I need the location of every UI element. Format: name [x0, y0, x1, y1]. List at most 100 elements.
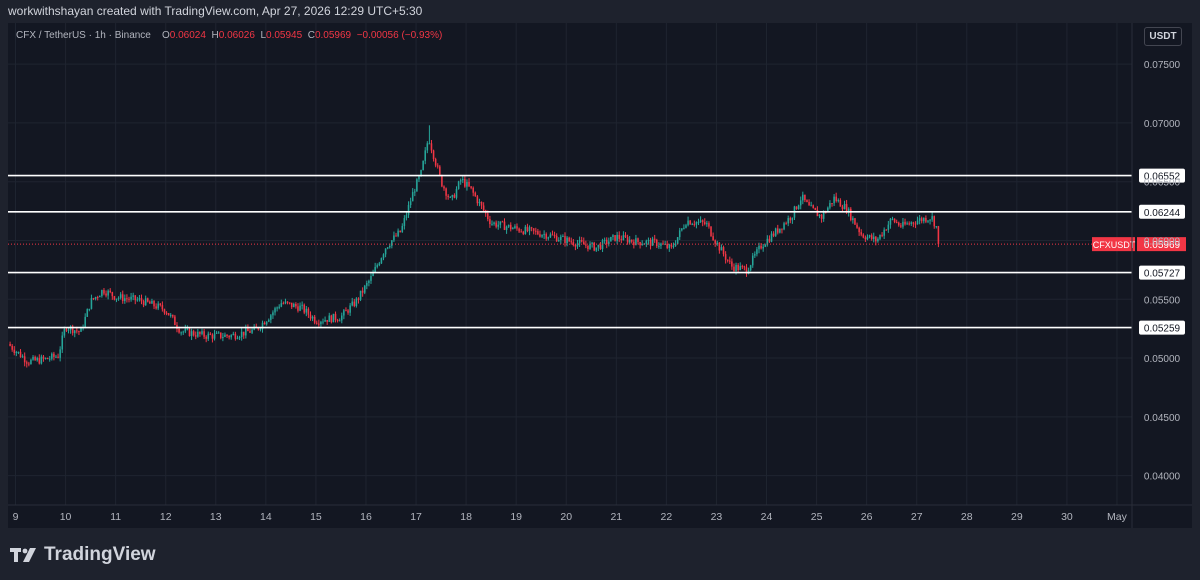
candle-body — [731, 261, 733, 267]
candle-body — [497, 224, 500, 227]
candle-body — [36, 358, 38, 361]
y-tick-label: 0.05500 — [1144, 295, 1181, 306]
candle-body — [526, 226, 529, 232]
candle-body — [217, 332, 220, 334]
candle-body — [330, 315, 333, 323]
candle-body — [34, 356, 36, 361]
candle-body — [338, 320, 341, 322]
candle-body — [136, 299, 139, 301]
candle-body — [439, 166, 441, 176]
level-label: 0.06552 — [1144, 172, 1181, 183]
candle-body — [282, 303, 285, 305]
candle-body — [30, 359, 32, 365]
candle-body — [307, 308, 310, 315]
candle-body — [829, 203, 831, 208]
candle-body — [94, 297, 97, 299]
candle-body — [535, 230, 537, 232]
candle-body — [779, 228, 781, 233]
candle-body — [831, 203, 833, 205]
candle-body — [320, 321, 322, 325]
candle-body — [361, 290, 364, 293]
current-price-symbol-box — [1092, 237, 1135, 252]
candle-body — [622, 235, 625, 241]
candle-body — [480, 201, 483, 206]
x-tick-label: 29 — [1011, 511, 1023, 523]
candle-body — [624, 235, 627, 238]
candle-body — [557, 240, 560, 242]
candle-body — [293, 303, 295, 308]
candle-body — [409, 201, 412, 206]
candle-body — [236, 338, 239, 340]
candle-body — [130, 296, 132, 300]
candle-body — [745, 267, 748, 274]
candle-body — [84, 316, 86, 328]
candle-body — [843, 204, 846, 210]
candle-body — [772, 233, 775, 236]
chart-frame[interactable]: 0.06552 0.06244 0.05727 0.05259 CFXUSDT 0.059… — [8, 23, 1192, 528]
candle-body — [28, 363, 30, 365]
candle-body — [691, 224, 694, 226]
x-tick-label: 11 — [110, 511, 121, 523]
candle-body — [180, 332, 182, 334]
candle-body — [872, 236, 875, 240]
candle-body — [188, 328, 191, 337]
candle-body — [868, 235, 871, 237]
candle-body — [787, 218, 789, 224]
candle-body — [543, 234, 545, 236]
candle-body — [343, 310, 345, 316]
candle-body — [299, 305, 301, 311]
candle-body — [436, 165, 439, 167]
candle-body — [626, 237, 629, 243]
candle-body — [276, 307, 278, 309]
y-tick-label: 0.07500 — [1144, 60, 1181, 71]
level-label-box — [1139, 265, 1185, 280]
candle-body — [505, 226, 508, 230]
candle-body — [138, 298, 141, 300]
candle-body — [466, 181, 468, 187]
candle-body — [117, 297, 120, 299]
candle-body — [215, 332, 218, 334]
currency-button[interactable]: USDT — [1144, 27, 1182, 46]
candle-body — [697, 221, 700, 223]
candle-body — [163, 309, 166, 313]
candle-body — [78, 331, 80, 333]
candle-body — [265, 321, 268, 325]
candle-body — [197, 331, 199, 337]
candle-body — [232, 333, 235, 336]
candle-body — [553, 235, 556, 237]
candle-body — [109, 290, 112, 293]
x-tick-label: 20 — [560, 511, 572, 523]
legend-open-value: 0.06024 — [169, 30, 206, 41]
candle-body — [768, 238, 771, 242]
candle-body — [318, 323, 320, 325]
candle-body — [80, 327, 82, 332]
candle-body — [785, 223, 787, 225]
candle-body — [904, 221, 906, 225]
candle-body — [722, 247, 725, 255]
candle-body — [13, 349, 16, 353]
candle-body — [683, 227, 685, 229]
y-tick-label: 0.07000 — [1144, 119, 1181, 130]
current-price-value-box — [1137, 237, 1186, 252]
candle-body — [121, 294, 124, 302]
candle-body — [21, 356, 24, 358]
candle-body — [739, 266, 742, 270]
candle-body — [695, 222, 698, 225]
candlestick-chart[interactable]: 0.06552 0.06244 0.05727 0.05259 CFXUSDT 0.059… — [8, 23, 1192, 528]
y-tick-label: 0.06000 — [1144, 236, 1181, 247]
candle-body — [781, 228, 783, 230]
candle-body — [261, 322, 264, 329]
candle-body — [414, 191, 416, 193]
candle-body — [366, 282, 368, 286]
candle-body — [222, 336, 224, 338]
candle-body — [340, 315, 343, 321]
candle-body — [532, 228, 535, 231]
candle-body — [566, 237, 568, 244]
candle-body — [551, 234, 554, 236]
candle-body — [86, 309, 89, 317]
candle-body — [278, 306, 280, 308]
candle-body — [860, 232, 863, 235]
candle-body — [751, 255, 754, 266]
candle-body — [656, 239, 658, 246]
footer-brand[interactable]: TradingView — [10, 544, 156, 566]
